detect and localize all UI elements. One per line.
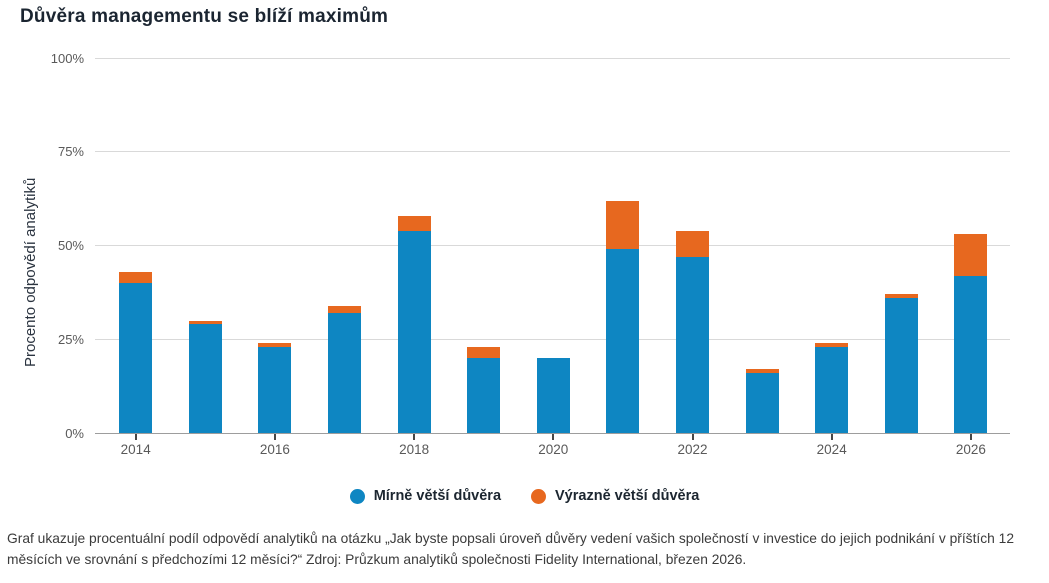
- y-axis-title: Procento odpovědí analytiků: [22, 177, 39, 367]
- bar-2022-slightly: [676, 256, 709, 433]
- x-tick-label: 2014: [120, 442, 151, 457]
- bar-2015-significantly: [188, 320, 222, 325]
- gridline: [95, 245, 1010, 246]
- y-tick-label: 0%: [65, 425, 84, 441]
- bar-2016-significantly: [258, 343, 292, 347]
- bar-2021-significantly: [606, 200, 640, 250]
- legend-item-slightly-more-confidence: Mírně větší důvěra: [349, 488, 502, 504]
- plot-area: [95, 57, 1010, 440]
- bar-2026-significantly: [954, 234, 988, 276]
- legend: Mírně větší důvěra Výrazně větší důvěra: [0, 488, 1049, 504]
- bar-2019-slightly: [467, 358, 501, 433]
- bar-2017-significantly: [328, 305, 361, 313]
- page-title: Důvěra managementu se blíží maximům: [20, 6, 389, 27]
- x-tick-label: 2016: [259, 442, 290, 457]
- gridline: [95, 57, 1010, 59]
- y-tick-label: 25%: [57, 331, 84, 347]
- caption: Graf ukazuje procentuální podíl odpovědí…: [7, 531, 1014, 567]
- bar-2018-significantly: [397, 215, 431, 231]
- bar-2014-slightly: [119, 283, 153, 433]
- bar-2017-slightly: [328, 313, 361, 433]
- bar-2022-significantly: [676, 230, 709, 257]
- bar-2015-slightly: [188, 324, 222, 433]
- bar-2016-slightly: [258, 346, 292, 433]
- y-tick-label: 100%: [50, 50, 84, 66]
- bar-2020-slightly: [536, 358, 570, 433]
- bar-2024-slightly: [815, 346, 849, 433]
- x-tick-label: 2020: [538, 442, 569, 457]
- legend-dot-orange-icon: [531, 488, 547, 504]
- y-tick-label: 50%: [57, 238, 84, 253]
- bar-2023-significantly: [745, 369, 779, 373]
- x-tick-label: 2022: [677, 442, 708, 457]
- x-axis-tick: [969, 434, 972, 440]
- bar-2019-significantly: [467, 346, 501, 358]
- gridline: [95, 338, 1010, 340]
- legend-dot-blue-icon: [349, 488, 365, 504]
- x-axis-line: [95, 432, 1010, 434]
- legend-label-blue: Mírně větší důvěra: [373, 488, 502, 504]
- x-axis-tick: [830, 434, 833, 440]
- gridline: [95, 151, 1010, 153]
- y-tick-label: 75%: [57, 144, 84, 160]
- x-tick-label: 2026: [955, 442, 986, 457]
- bar-2018-slightly: [397, 230, 431, 433]
- bar-2025-significantly: [884, 294, 918, 298]
- x-axis-tick: [552, 434, 555, 440]
- bar-2014-significantly: [119, 271, 153, 283]
- x-axis-tick: [273, 434, 276, 440]
- bar-2026-slightly: [954, 275, 988, 433]
- bar-2021-slightly: [606, 249, 640, 433]
- bar-2025-slightly: [884, 298, 918, 433]
- legend-label-orange: Výrazně větší důvěra: [555, 488, 700, 504]
- bar-2023-slightly: [745, 373, 779, 433]
- x-axis-tick: [691, 434, 694, 440]
- bar-2024-significantly: [815, 343, 849, 347]
- x-axis-tick: [413, 434, 416, 440]
- x-tick-label: 2024: [816, 442, 847, 457]
- legend-item-much-more-confidence: Výrazně větší důvěra: [531, 488, 699, 504]
- x-tick-label: 2018: [399, 442, 430, 457]
- x-axis-tick: [134, 434, 137, 440]
